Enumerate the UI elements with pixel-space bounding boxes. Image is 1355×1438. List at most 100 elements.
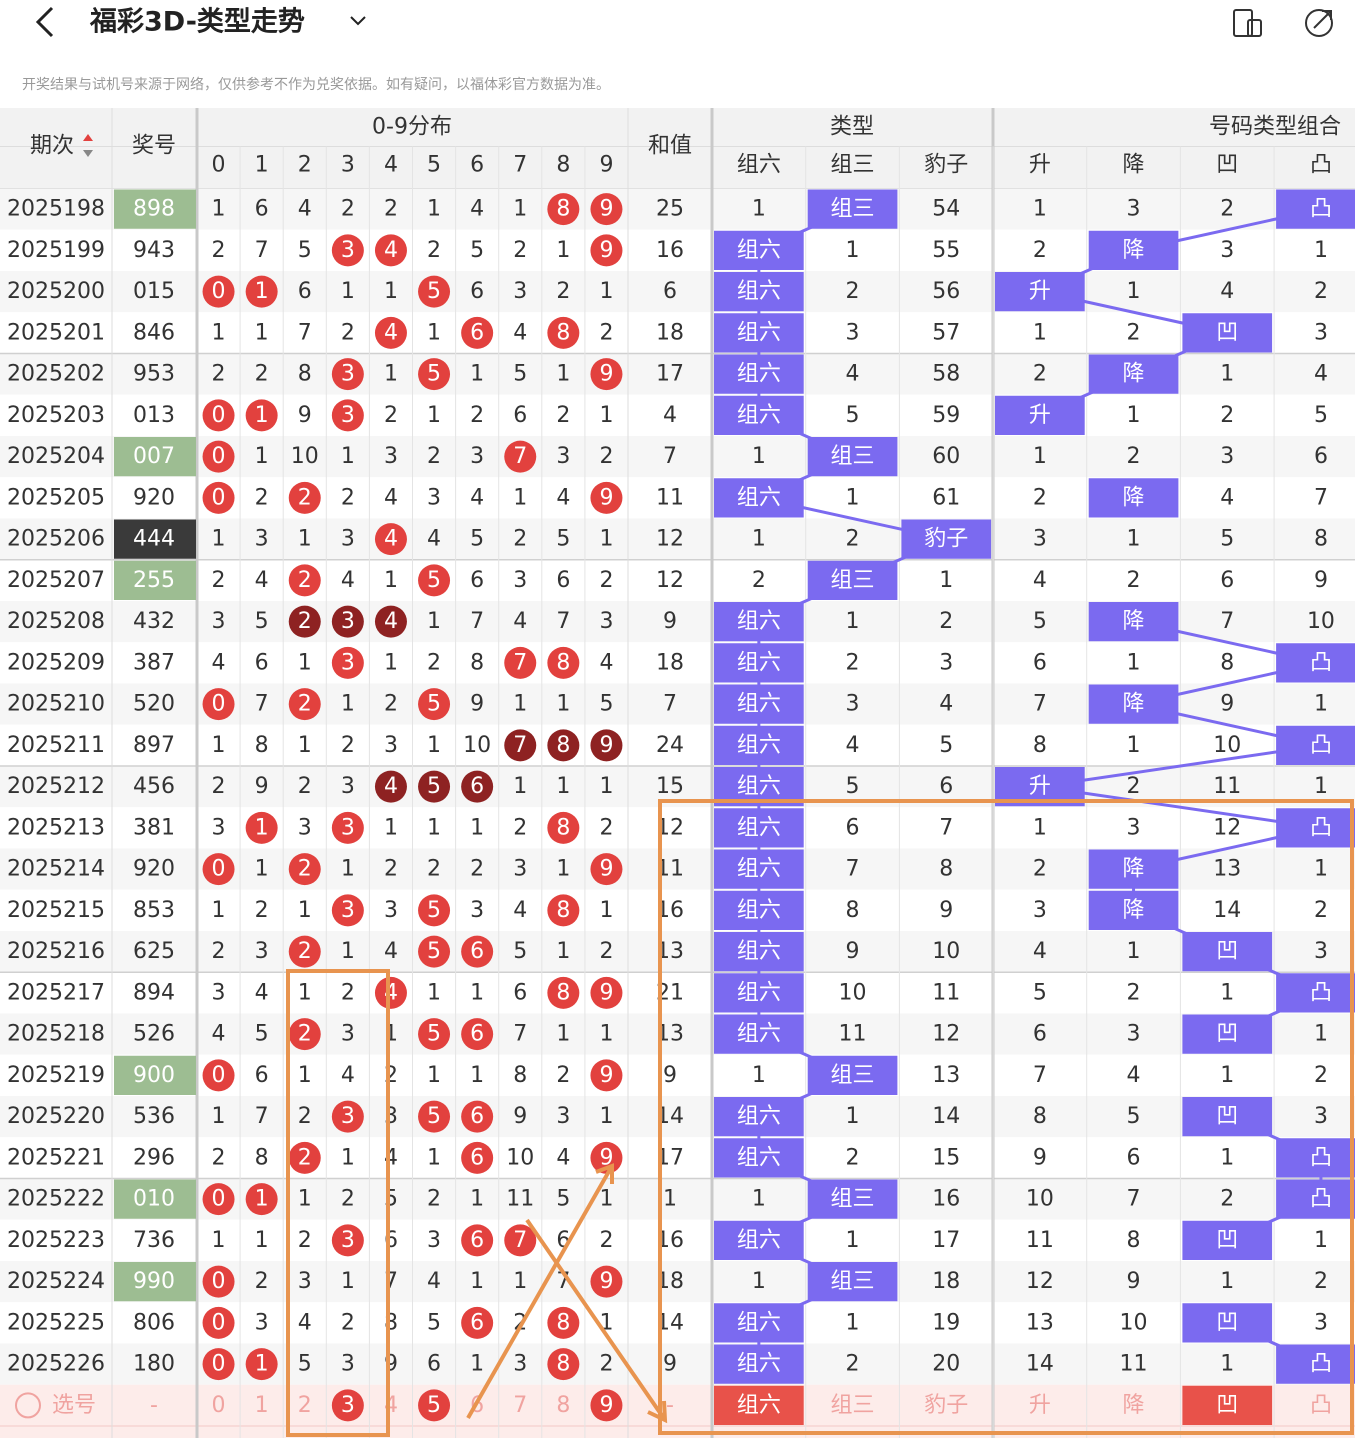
combo-cell: 1 <box>1220 1063 1234 1088</box>
type-cell: 3 <box>846 692 860 717</box>
type-highlight <box>714 932 804 972</box>
digit-miss: 2 <box>427 650 441 675</box>
footer-digit[interactable]: 7 <box>513 1393 527 1418</box>
digit-hit: 0 <box>212 1269 226 1294</box>
period-cell: 2025200 <box>7 279 105 304</box>
column-header: 6 <box>470 153 484 178</box>
number-cell: 520 <box>133 692 175 717</box>
digit-miss: 1 <box>599 774 613 799</box>
digit-miss: 1 <box>212 898 226 923</box>
footer-option[interactable]: 组六 <box>737 1393 781 1418</box>
combo-cell: 4 <box>1314 362 1328 387</box>
digit-miss: 2 <box>556 1063 570 1088</box>
digit-miss: 3 <box>513 857 527 882</box>
digit-hit: 6 <box>470 774 484 799</box>
period-cell: 2025199 <box>7 238 105 263</box>
combo-cell: 1 <box>1314 238 1328 263</box>
type-highlight <box>1088 478 1179 518</box>
row-background <box>0 642 1355 684</box>
digit-ball <box>547 1348 580 1381</box>
digit-miss: 1 <box>384 279 398 304</box>
digit-hit: 4 <box>384 774 398 799</box>
digit-ball <box>547 811 580 844</box>
type-cell: 17 <box>932 1228 960 1253</box>
combo-cell: 10 <box>1307 609 1335 634</box>
type-highlight <box>1182 1014 1273 1054</box>
combo-cell: 1 <box>1314 1228 1328 1253</box>
number-background <box>114 1055 196 1095</box>
type-highlight <box>1276 1138 1355 1178</box>
footer-option[interactable]: 凹 <box>1216 1393 1238 1418</box>
digit-miss: 5 <box>298 1352 312 1377</box>
footer-option[interactable]: 凸 <box>1310 1393 1332 1418</box>
type-highlight <box>1088 684 1179 724</box>
combo-cell: 4 <box>1220 279 1234 304</box>
digit-hit: 5 <box>427 774 441 799</box>
digit-ball <box>461 1224 494 1257</box>
footer-option[interactable]: 组三 <box>831 1393 875 1418</box>
combo-cell: 9 <box>1127 1269 1141 1294</box>
combo-cell: 1 <box>1220 1145 1234 1170</box>
type-cell: 1 <box>846 1104 860 1129</box>
type-cell: 5 <box>939 733 953 758</box>
digit-miss: 1 <box>298 527 312 552</box>
footer-option[interactable]: 降 <box>1123 1393 1145 1418</box>
digit-miss: 3 <box>599 609 613 634</box>
digit-miss: 2 <box>599 320 613 345</box>
combo-cell: 3 <box>1127 197 1141 222</box>
type-cell: 57 <box>932 320 960 345</box>
combo-cell: 5 <box>1033 609 1047 634</box>
footer-option[interactable]: 豹子 <box>924 1393 968 1418</box>
digit-miss: 5 <box>470 527 484 552</box>
footer-digit[interactable]: 3 <box>341 1393 355 1418</box>
type-cell: 1 <box>752 1269 766 1294</box>
digit-ball <box>202 399 235 432</box>
select-radio[interactable] <box>15 1392 41 1419</box>
footer-digit[interactable]: 5 <box>427 1393 441 1418</box>
digit-ball <box>547 193 580 226</box>
row-background <box>0 1013 1355 1055</box>
period-cell: 2025212 <box>7 774 105 799</box>
digit-miss: 1 <box>212 733 226 758</box>
digit-miss: 9 <box>513 1104 527 1129</box>
combo-cell: 降 <box>1123 857 1145 882</box>
type-highlight <box>714 1097 804 1137</box>
type-cell: 1 <box>846 238 860 263</box>
digit-miss: 2 <box>255 485 269 510</box>
number-cell: 015 <box>133 279 175 304</box>
digit-hit: 0 <box>212 692 226 717</box>
back-button[interactable] <box>35 6 54 38</box>
combo-cell: 1 <box>1033 197 1047 222</box>
digit-miss: 3 <box>513 279 527 304</box>
combo-cell: 1 <box>1127 527 1141 552</box>
type-highlight <box>1276 1344 1355 1384</box>
combo-cell: 12 <box>1026 1269 1054 1294</box>
sort-icon[interactable] <box>83 134 93 141</box>
type-highlight <box>1182 1220 1273 1260</box>
type-cell: 组六 <box>737 1104 781 1129</box>
type-cell: 1 <box>846 609 860 634</box>
type-highlight <box>714 1344 804 1384</box>
type-cell: 6 <box>939 774 953 799</box>
share-icon[interactable] <box>1305 9 1333 37</box>
footer-digit[interactable]: 8 <box>556 1393 570 1418</box>
combo-cell: 11 <box>1120 1352 1148 1377</box>
sum-cell: 11 <box>656 485 684 510</box>
type-cell: 12 <box>932 1022 960 1047</box>
digit-ball <box>590 193 623 226</box>
footer-digit[interactable]: 2 <box>298 1393 312 1418</box>
combo-cell: 1 <box>1033 320 1047 345</box>
dropdown-icon[interactable] <box>350 16 366 26</box>
sort-icon[interactable] <box>83 150 93 157</box>
footer-option[interactable]: 升 <box>1029 1393 1051 1418</box>
digit-ball <box>461 770 494 803</box>
footer-digit[interactable]: 0 <box>212 1393 226 1418</box>
layout-icon[interactable] <box>1233 9 1262 37</box>
footer-digit[interactable]: 9 <box>599 1393 613 1418</box>
footer-digit[interactable]: 1 <box>255 1393 269 1418</box>
digit-miss: 4 <box>298 1310 312 1335</box>
type-cell: 4 <box>939 692 953 717</box>
digit-ball <box>590 234 623 267</box>
digit-miss: 2 <box>384 692 398 717</box>
combo-cell: 7 <box>1033 692 1047 717</box>
